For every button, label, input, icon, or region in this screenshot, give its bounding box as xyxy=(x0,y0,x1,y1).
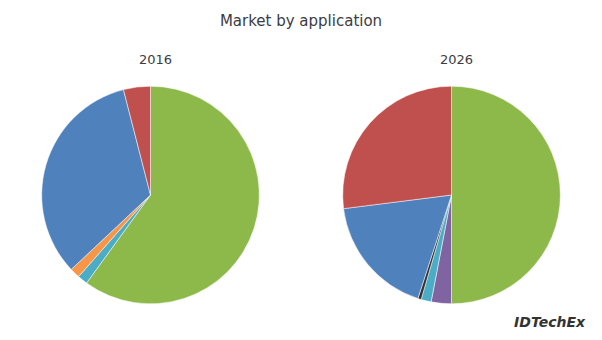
svg-text:IDTechEx: IDTechEx xyxy=(514,314,586,330)
svg-text:Market by application: Market by application xyxy=(220,12,382,30)
svg-text:2016: 2016 xyxy=(139,52,172,67)
svg-text:2026: 2026 xyxy=(440,52,473,67)
